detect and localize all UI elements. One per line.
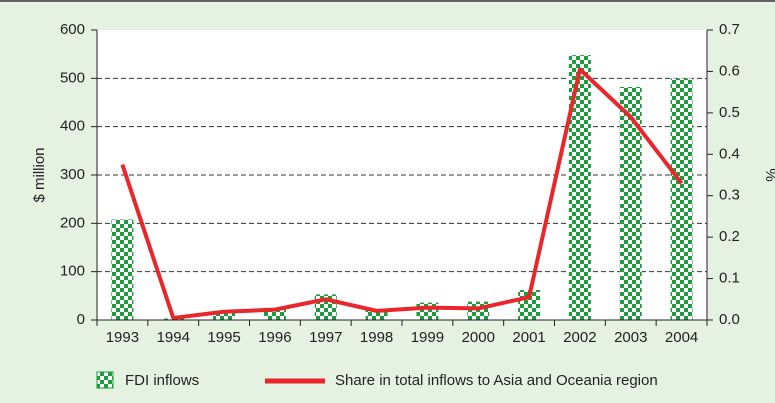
bar: [568, 55, 591, 321]
x-tick-label: 2000: [462, 329, 495, 346]
bar: [467, 301, 490, 320]
bar: [416, 302, 439, 320]
line: [120, 67, 684, 320]
x-tick-label: 1995: [207, 329, 240, 346]
x-tick-label: 1993: [106, 329, 139, 346]
bar: [213, 312, 236, 320]
x-tick-label: 1997: [309, 329, 342, 346]
legend-label: Share in total inflows to Asia and Ocean…: [335, 372, 658, 389]
bar: [111, 219, 134, 320]
x-tick-label: 2001: [512, 329, 545, 346]
x-tick-label: 2003: [614, 329, 647, 346]
x-tick-label: 2002: [563, 329, 596, 346]
legend-swatch: [96, 371, 114, 389]
bar: [670, 78, 693, 320]
x-tick-label: 1998: [360, 329, 393, 346]
y-tick-label: 600: [60, 21, 85, 38]
y-tick-label: 100: [60, 263, 85, 280]
y-tick-label: 200: [60, 214, 85, 231]
x-tick-label: 1999: [411, 329, 444, 346]
y2-tick-label: 0.5: [719, 104, 740, 121]
x-tick-label: 1994: [157, 329, 190, 346]
legend-label: FDI inflows: [125, 372, 199, 389]
y2-axis-label: %: [762, 168, 775, 181]
x-tick-label: 2004: [665, 329, 698, 346]
bar: [619, 87, 642, 321]
y2-tick-label: 0.2: [719, 228, 740, 245]
y-tick-label: 400: [60, 118, 85, 135]
y2-tick-label: 0.3: [719, 187, 740, 204]
y2-tick-label: 0.1: [719, 270, 740, 287]
x-tick-label: 1996: [258, 329, 291, 346]
y2-tick-label: 0.4: [719, 145, 740, 162]
y-axis-label: $ million: [31, 147, 48, 202]
y2-tick-label: 0.0: [719, 311, 740, 328]
y-tick-label: 500: [60, 69, 85, 86]
y2-tick-label: 0.6: [719, 62, 740, 79]
y2-tick-label: 0.7: [719, 21, 740, 38]
y-tick-label: 0: [77, 311, 85, 328]
y-tick-label: 300: [60, 166, 85, 183]
bar: [365, 309, 388, 320]
